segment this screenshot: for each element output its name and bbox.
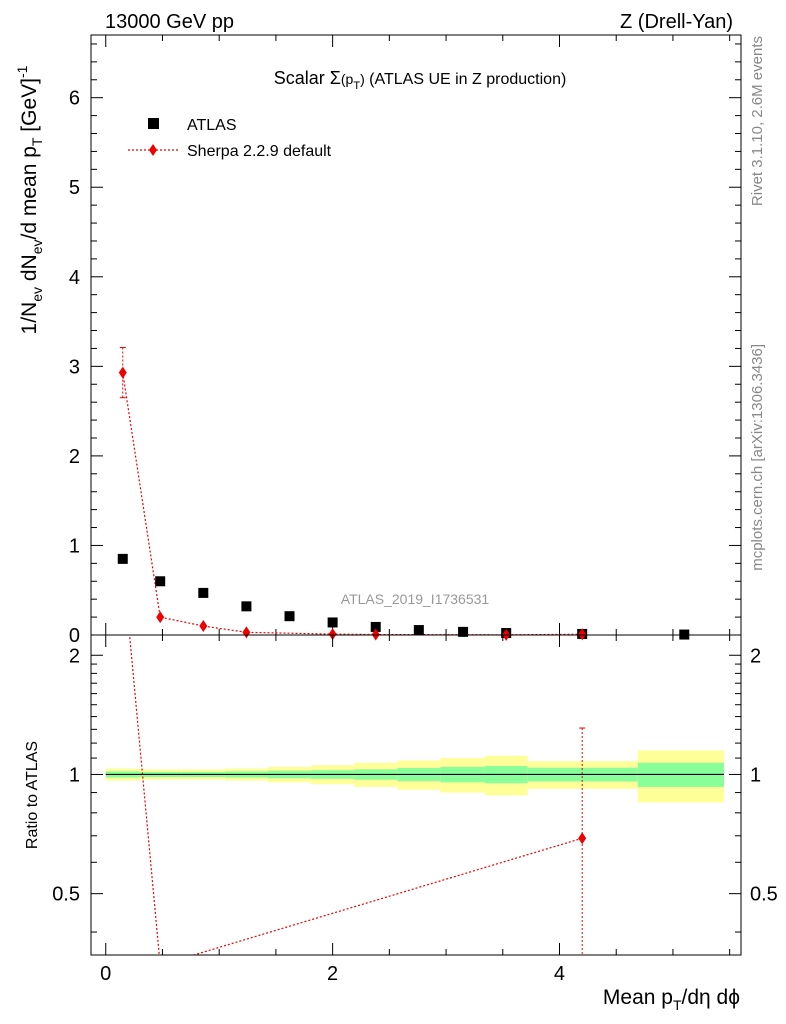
y-tick-label: 5 bbox=[69, 177, 80, 199]
atlas-point bbox=[241, 601, 252, 612]
sherpa-point bbox=[156, 611, 165, 624]
sherpa-point bbox=[199, 620, 208, 633]
atlas-point bbox=[413, 625, 424, 636]
atlas-point bbox=[370, 621, 381, 632]
mcplots-label: mcplots.cern.ch [arXiv:1306.3436] bbox=[749, 344, 766, 571]
header-left: 13000 GeV pp bbox=[105, 11, 234, 33]
y-tick-label: 0 bbox=[69, 625, 80, 647]
y-tick-label: 3 bbox=[69, 356, 80, 378]
ratio-y-tick-label: 1 bbox=[69, 764, 80, 786]
ratio-ticks: 0.5 0.5 1 1 2 2 0 2 4 bbox=[52, 635, 778, 985]
ratio-panel: 0.5 0.5 1 1 2 2 0 2 4 Ratio to ATLAS Mean pT/dη … bbox=[24, 634, 778, 1013]
sherpa-point bbox=[328, 628, 337, 641]
ratio-y-tick-label: 2 bbox=[69, 645, 80, 667]
ratio-y-axis-label: Ratio to ATLAS bbox=[24, 741, 41, 849]
main-title: Scalar Σ(pT) (ATLAS UE in Z production) bbox=[274, 68, 567, 92]
y-tick-label: 1 bbox=[69, 535, 80, 557]
ratio-y-tick-label-right: 2 bbox=[750, 645, 761, 667]
ratio-data bbox=[128, 635, 587, 955]
watermark: ATLAS_2019_I1736531 bbox=[341, 591, 490, 607]
main-y-axis-label: 1/Nev dNev/d mean pT [GeV]-1 bbox=[14, 65, 45, 334]
x-axis-label: Mean pT/dη dϕ bbox=[603, 986, 740, 1013]
atlas-point bbox=[155, 576, 166, 587]
sherpa-point bbox=[242, 626, 251, 639]
atlas-point bbox=[198, 587, 209, 598]
x-tick-label: 4 bbox=[554, 963, 565, 985]
atlas-point bbox=[284, 611, 295, 622]
ratio-y-tick-label-right: 1 bbox=[750, 764, 761, 786]
sherpa-point bbox=[578, 628, 587, 641]
legend-sherpa-marker bbox=[149, 144, 157, 156]
y-tick-label: 4 bbox=[69, 267, 80, 289]
main-y-ticks: 0 1 2 3 4 5 6 bbox=[69, 35, 741, 647]
ratio-y-tick-label-right: 0.5 bbox=[750, 884, 778, 906]
sherpa-point bbox=[118, 366, 127, 379]
ratio-y-tick-label: 0.5 bbox=[52, 884, 80, 906]
ratio-sherpa-point bbox=[578, 832, 587, 845]
main-panel: 0 1 2 3 4 5 6 Scalar Σ(pT) (ATLAS UE in Z prod… bbox=[14, 34, 742, 647]
ratio-frame bbox=[90, 634, 742, 956]
atlas-point bbox=[327, 617, 338, 628]
y-tick-label: 6 bbox=[69, 88, 80, 110]
header-right: Z (Drell-Yan) bbox=[620, 11, 733, 33]
rivet-label: Rivet 3.1.10, 2.6M events bbox=[749, 36, 766, 206]
ratio-uncertainty-bands bbox=[105, 750, 724, 803]
legend-atlas-marker bbox=[148, 118, 159, 129]
legend-sherpa-label: Sherpa 2.2.9 default bbox=[187, 143, 332, 160]
x-tick-label: 2 bbox=[327, 963, 338, 985]
atlas-point bbox=[458, 626, 469, 637]
x-tick-label: 0 bbox=[100, 963, 111, 985]
ratio-clip-group bbox=[128, 635, 587, 955]
legend-atlas-label: ATLAS bbox=[187, 117, 237, 134]
y-tick-label: 2 bbox=[69, 446, 80, 468]
atlas-point bbox=[117, 553, 128, 564]
legend: ATLAS Sherpa 2.2.9 default bbox=[128, 117, 332, 160]
